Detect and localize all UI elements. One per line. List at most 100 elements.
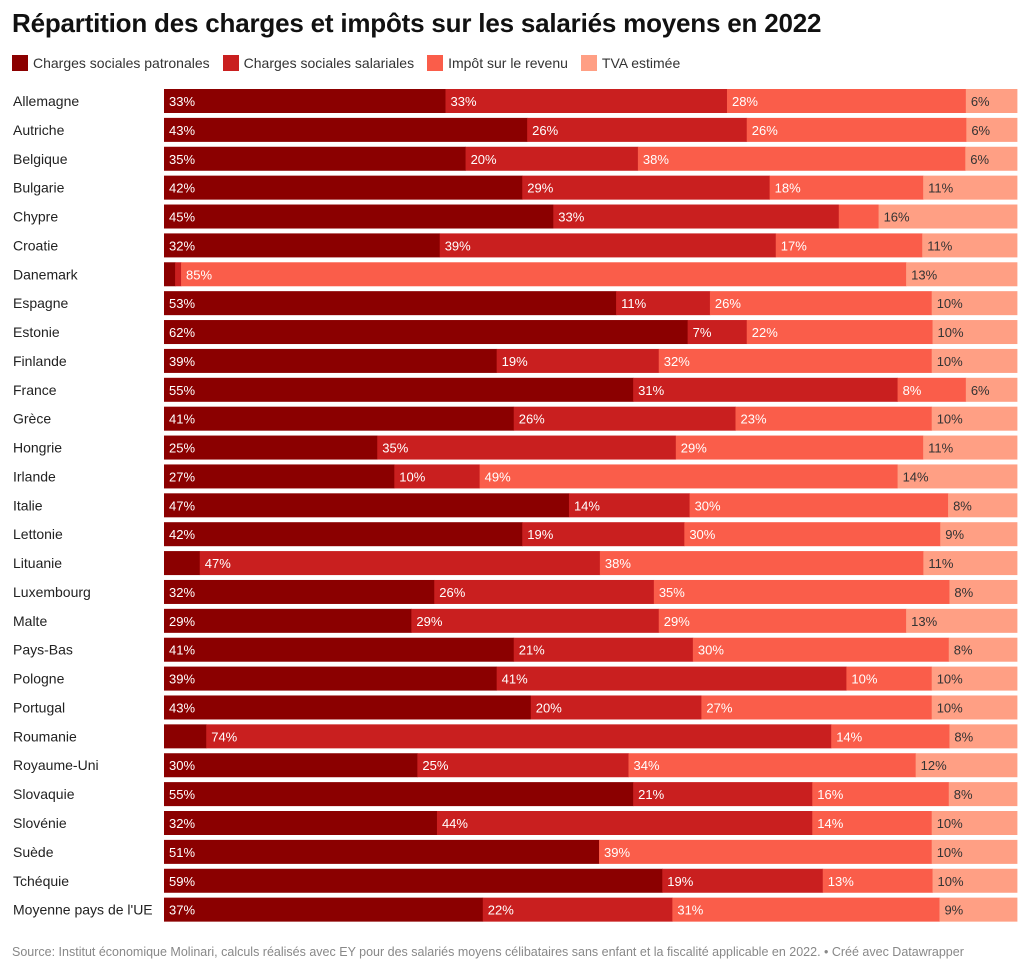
data-label: 26%: [752, 123, 778, 138]
bar-segment: [692, 637, 950, 662]
bar-segment: [675, 435, 924, 460]
bar-row: Slovénie 32% 44% 14% 10%: [13, 811, 1018, 835]
bar-segment: [931, 839, 1018, 864]
bar-segment: [746, 320, 933, 345]
bar-segment: [769, 175, 924, 200]
bar-segment: [164, 608, 412, 633]
data-label: 30%: [695, 498, 721, 513]
bar-segment: [482, 897, 673, 922]
bar-segment: [527, 117, 748, 142]
data-label: 21%: [638, 787, 664, 802]
data-label: 7%: [693, 325, 712, 340]
data-label: 42%: [169, 181, 195, 196]
bar-row: Tchéquie 59% 19% 13% 10%: [13, 868, 1018, 893]
data-label: 33%: [558, 210, 584, 225]
bar-segment: [522, 522, 685, 547]
category-label: Danemark: [13, 266, 79, 282]
category-label: Pays-Bas: [13, 642, 73, 658]
data-label: 20%: [536, 700, 562, 715]
data-label: 55%: [169, 383, 195, 398]
bar-segment: [513, 406, 736, 431]
chart-title: Répartition des charges et impôts sur le…: [12, 8, 822, 38]
data-label: 39%: [169, 354, 195, 369]
category-label: Estonie: [13, 324, 60, 340]
data-label: 22%: [488, 903, 514, 918]
legend-item: Charges sociales salariales: [222, 55, 415, 71]
data-label: 26%: [519, 412, 545, 427]
data-label: 55%: [169, 787, 195, 802]
bar-segment: [164, 811, 438, 835]
bar-row: Danemark 85% 13%: [13, 262, 1018, 287]
data-label: 39%: [169, 672, 195, 687]
bar-segment: [735, 406, 933, 431]
bar-segment: [897, 377, 967, 402]
bar-segment: [181, 262, 907, 287]
category-label: Lettonie: [13, 526, 63, 542]
data-label: 29%: [664, 614, 690, 629]
category-label: Luxembourg: [13, 584, 91, 600]
data-label: 8%: [903, 383, 922, 398]
category-label: Autriche: [13, 122, 65, 138]
bar-row: Lettonie 42% 19% 30% 9%: [13, 522, 1018, 547]
bar-row: Estonie 62% 7% 22% 10%: [13, 320, 1018, 345]
bar-segment: [599, 551, 924, 576]
category-label: Lituanie: [13, 555, 62, 571]
data-label: 41%: [169, 412, 195, 427]
category-label: Finlande: [13, 353, 67, 369]
data-label: 32%: [664, 354, 690, 369]
data-label: 47%: [169, 498, 195, 513]
bar-segment: [939, 897, 1018, 922]
bar-segment: [689, 493, 949, 518]
data-label: 59%: [169, 874, 195, 889]
data-label: 33%: [169, 94, 195, 109]
data-label: 16%: [884, 210, 910, 225]
bar-segment: [436, 811, 813, 835]
bar-segment: [897, 464, 1018, 489]
legend-item: Impôt sur le revenu: [427, 55, 568, 71]
bar-segment: [906, 608, 1018, 633]
bar-segment: [164, 146, 466, 171]
bar-segment: [164, 579, 435, 604]
data-label: 43%: [169, 123, 195, 138]
data-label: 44%: [442, 816, 468, 831]
data-label: 18%: [775, 181, 801, 196]
legend-label: Charges sociales salariales: [243, 55, 415, 71]
bar-segment: [164, 897, 484, 922]
category-label: Moyenne pays de l'UE: [13, 902, 153, 918]
bar-segment: [653, 579, 950, 604]
bar-row: Italie 47% 14% 30% 8%: [13, 493, 1018, 518]
bar-segment: [949, 579, 1018, 604]
data-label: 19%: [527, 527, 553, 542]
data-label: 17%: [781, 238, 807, 253]
bar-segment: [164, 291, 617, 316]
bar-segment: [164, 493, 570, 518]
bar-segment: [164, 522, 523, 547]
bar-segment: [530, 695, 702, 720]
legend-label: TVA estimée: [601, 55, 681, 71]
data-label: 27%: [706, 700, 732, 715]
bar-row: Autriche 43% 26% 26% 6%: [13, 117, 1018, 142]
data-label: 10%: [938, 325, 964, 340]
category-label: Belgique: [13, 151, 68, 167]
data-label: 29%: [169, 614, 195, 629]
data-label: 19%: [502, 354, 528, 369]
data-label: 21%: [519, 643, 545, 658]
bar-segment: [687, 320, 748, 345]
data-label: 11%: [928, 441, 953, 456]
bar-segment: [878, 204, 1018, 229]
bar-segment: [932, 320, 1018, 345]
bar-row: Lituanie 47% 38% 11%: [13, 551, 1018, 576]
data-label: 74%: [211, 729, 237, 744]
bar-segment: [948, 493, 1018, 518]
category-label: Chypre: [13, 209, 58, 225]
chart-legend: Charges sociales patronales Charges socia…: [12, 55, 693, 71]
bar-row: France 55% 31% 8% 6%: [13, 377, 1018, 402]
bar-segment: [923, 435, 1018, 460]
data-label: 22%: [752, 325, 778, 340]
data-label: 32%: [169, 238, 195, 253]
bar-segment: [948, 637, 1018, 662]
data-label: 23%: [741, 412, 767, 427]
category-label: Slovénie: [13, 815, 67, 831]
bar-segment: [434, 579, 655, 604]
data-label: 13%: [911, 614, 937, 629]
